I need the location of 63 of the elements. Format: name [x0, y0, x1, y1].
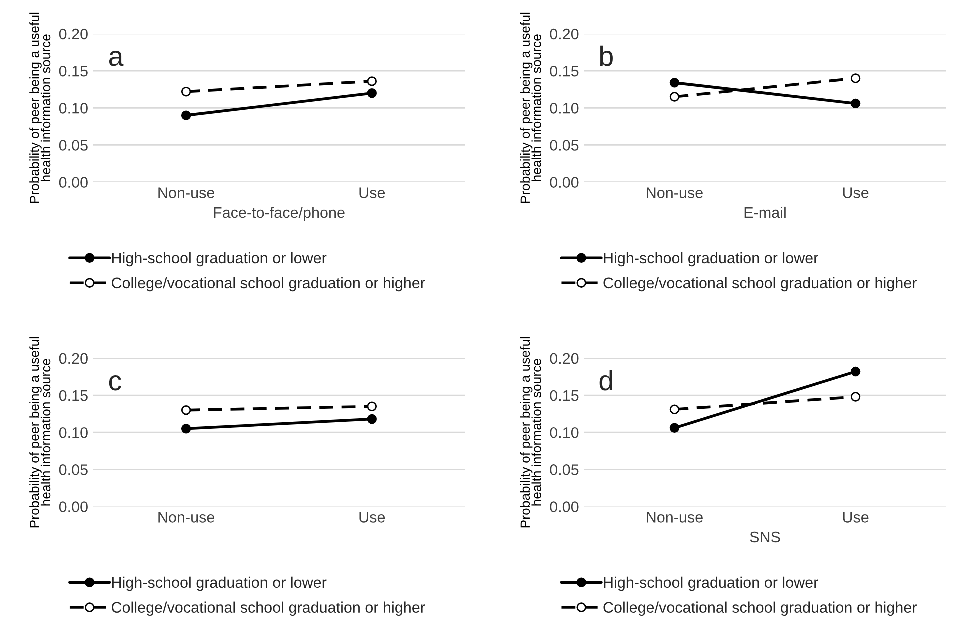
y-axis-title: Probability of peer being a useful health information source: [520, 12, 542, 204]
point: [367, 76, 378, 86]
legend-label: College/vocational school graduation or higher: [112, 602, 426, 616]
legend-label: College/vocational school graduation or higher: [604, 602, 917, 616]
y-tick-label: 0.10: [59, 103, 88, 114]
y-tick-label: 0.10: [59, 427, 88, 438]
y-tick-label: 0.15: [550, 66, 579, 77]
point: [181, 405, 192, 416]
x-axis-title: SNS: [750, 532, 780, 543]
x-tick-label: Use: [360, 188, 386, 198]
point: [850, 98, 861, 109]
point: [367, 402, 378, 412]
point: [367, 88, 378, 98]
y-axis-title: Probability of peer being a useful health information source: [520, 337, 542, 528]
legend-label: High-school graduation or lower: [112, 252, 327, 267]
point: [670, 78, 680, 88]
point: [367, 414, 378, 424]
x-tick-label: Non-use: [647, 188, 703, 198]
y-tick-label: 0.20: [550, 353, 579, 364]
point: [670, 423, 680, 434]
point: [181, 424, 192, 434]
x-tick-label: Non-use: [158, 188, 215, 198]
y-tick-label: 0.20: [550, 28, 579, 40]
point: [181, 86, 192, 97]
y-tick-label: 0.00: [550, 177, 579, 188]
y-tick-label: 0.15: [59, 390, 88, 402]
point: [670, 92, 680, 102]
y-tick-label: 0.05: [550, 464, 579, 476]
annotation: c: [109, 375, 122, 391]
y-tick-label: 0.10: [550, 427, 579, 438]
y-tick-label: 0.05: [550, 140, 579, 151]
y-tick-label: 0.05: [59, 464, 88, 476]
y-tick-label: 0.20: [59, 353, 88, 364]
annotation: a: [109, 51, 124, 66]
y-tick-label: 0.00: [550, 502, 579, 512]
x-tick-label: Non-use: [647, 512, 703, 523]
x-tick-label: Use: [843, 512, 869, 523]
point: [850, 74, 861, 84]
legend-label: College/vocational school graduation or higher: [112, 277, 426, 292]
x-tick-label: Use: [360, 512, 386, 523]
y-tick-label: 0.00: [59, 177, 88, 188]
point: [850, 392, 861, 402]
annotation: b: [600, 46, 613, 66]
x-axis-title: E-mail: [744, 206, 786, 218]
point: [850, 366, 861, 377]
y-tick-label: 0.20: [59, 28, 88, 40]
y-tick-label: 0.10: [550, 103, 579, 114]
point: [670, 404, 680, 414]
point: [181, 110, 192, 120]
legend-label: High-school graduation or lower: [112, 576, 327, 592]
y-tick-label: 0.00: [59, 502, 88, 512]
annotation: d: [600, 370, 612, 391]
legend-label: High-school graduation or lower: [604, 252, 818, 267]
x-tick-label: Non-use: [158, 512, 215, 523]
legend-label: College/vocational school graduation or higher: [604, 277, 917, 292]
legend-label: High-school graduation or lower: [604, 576, 818, 592]
x-tick-label: Use: [843, 188, 869, 198]
x-axis-title: Face-to-face/phone: [214, 206, 345, 222]
y-tick-label: 0.15: [59, 66, 88, 77]
y-tick-label: 0.15: [550, 390, 579, 402]
y-tick-label: 0.05: [59, 140, 88, 151]
y-axis-title: Probability of peer being a useful health information source: [30, 337, 51, 528]
y-axis-title: Probability of peer being a useful health information source: [30, 12, 51, 204]
